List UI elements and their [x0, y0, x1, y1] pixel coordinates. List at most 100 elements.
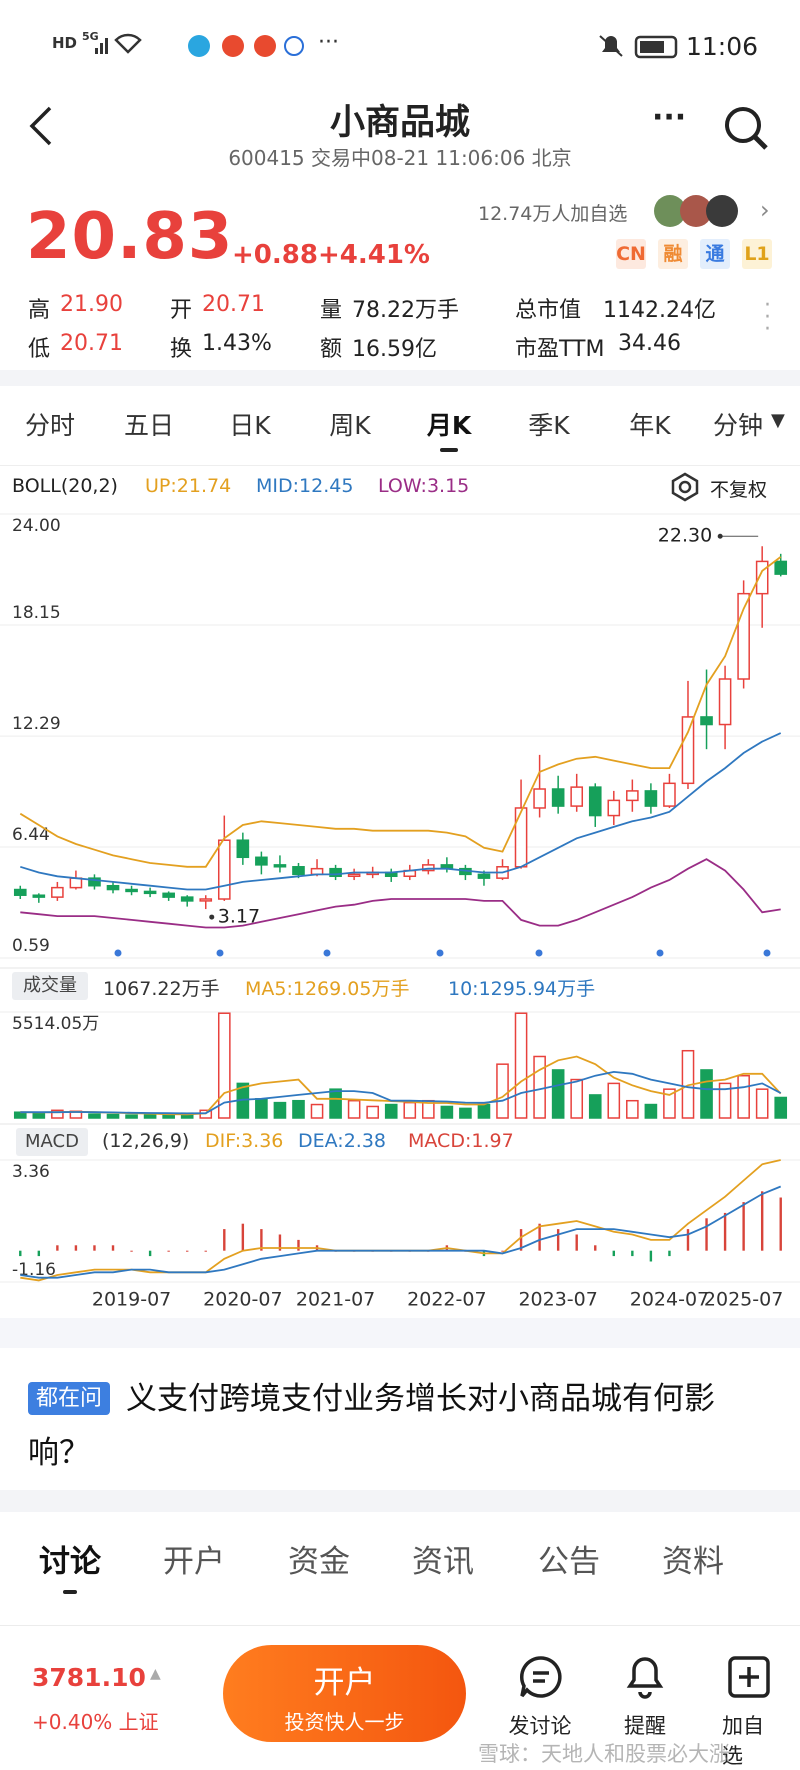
avatars[interactable]	[652, 193, 752, 229]
volume-bar	[533, 1055, 546, 1119]
event-dot	[436, 949, 444, 957]
boll-line	[20, 732, 782, 891]
followers-arrow[interactable]: ›	[760, 196, 770, 224]
period-tab[interactable]: 年K	[629, 411, 671, 440]
candle-body	[143, 890, 157, 895]
candle-body	[88, 877, 101, 887]
question-card[interactable]: 都在问 义支付跨境支付业务增长对小商品城有何影响？	[28, 1372, 773, 1480]
candle-body	[588, 786, 602, 817]
adjust-toggle[interactable]: 不复权	[710, 479, 768, 501]
action-label[interactable]: 提醒	[624, 1714, 666, 1738]
x-tick-label: 2023-07	[518, 1289, 597, 1311]
ma-line	[20, 1070, 782, 1115]
event-dot	[323, 949, 331, 957]
period-tab[interactable]: 五日	[123, 411, 175, 440]
period-tab[interactable]: 分钟	[712, 411, 764, 440]
status-icon: HD	[52, 34, 78, 52]
candle-body	[718, 678, 732, 726]
volume-bar	[718, 1082, 732, 1119]
annotation-label: 3.17	[218, 906, 260, 928]
dropdown-arrow[interactable]: ▼	[771, 410, 785, 431]
legend-entry: MID:12.45	[256, 475, 354, 497]
macd-bar	[779, 1197, 782, 1251]
y-tick-label: 5514.05万	[12, 1014, 99, 1034]
period-tab[interactable]: 分时	[24, 411, 76, 440]
volume-bar	[384, 1103, 398, 1119]
volume-bar	[700, 1069, 713, 1119]
volume-bar	[570, 1078, 584, 1119]
separator	[0, 1318, 800, 1348]
period-tab[interactable]: 周K	[329, 411, 371, 440]
boll-line	[19, 556, 782, 868]
macd-line	[20, 1185, 782, 1279]
status-more: ···	[318, 30, 339, 55]
candle-body	[69, 877, 83, 889]
candle-body	[199, 898, 213, 902]
index-change: +0.40% 上证	[32, 1710, 159, 1734]
candle-body	[255, 856, 268, 866]
macd-bar	[705, 1218, 708, 1251]
content-tab[interactable]: 资金	[288, 1544, 350, 1580]
period-tab[interactable]: 季K	[528, 411, 570, 440]
indicator-title: BOLL(20,2)	[12, 475, 118, 497]
x-tick-label: 2025-07	[704, 1289, 783, 1311]
volume-value: 1067.22万手	[103, 978, 220, 1000]
divider	[0, 1625, 800, 1626]
search-button[interactable]	[722, 104, 772, 154]
legend-entry: 10:1295.94万手	[448, 978, 596, 1000]
discuss-icon[interactable]	[518, 1654, 564, 1700]
event-dot	[535, 949, 543, 957]
candle-body	[533, 788, 546, 809]
content-tab[interactable]: 资讯	[412, 1544, 474, 1580]
action-label[interactable]: 发讨论	[508, 1714, 572, 1738]
back-button[interactable]	[26, 104, 56, 148]
volume-bar	[774, 1096, 788, 1119]
macd-bar	[148, 1250, 152, 1257]
content-tab-active[interactable]: 讨论	[39, 1544, 101, 1580]
volume-bar	[13, 1111, 27, 1119]
stat-value: 34.46	[618, 331, 681, 356]
macd-bar	[649, 1250, 653, 1262]
stat-value: 21.90	[60, 292, 123, 317]
more-button[interactable]: ···	[652, 100, 687, 135]
candle-body	[347, 873, 361, 878]
legend-entry: LOW:3.15	[378, 475, 470, 497]
candle-body	[477, 873, 491, 879]
candle-body	[663, 782, 676, 807]
index-value: 3781.10	[32, 1663, 146, 1692]
button-label: 开户	[313, 1665, 376, 1701]
macd-bar	[130, 1250, 133, 1252]
period-tab-active[interactable]: 月K	[426, 411, 472, 440]
stat-label: 额	[320, 337, 343, 362]
macd-bar	[186, 1250, 189, 1252]
boll-line	[20, 858, 781, 929]
volume-bar	[403, 1101, 417, 1119]
content-tab[interactable]: 公告	[538, 1544, 600, 1580]
add-watchlist-icon[interactable]	[726, 1654, 772, 1700]
period-tab[interactable]: 日K	[229, 411, 271, 440]
candle-body	[106, 884, 120, 891]
index-arrow: ▲	[150, 1666, 161, 1682]
content-tab[interactable]: 资料	[662, 1544, 724, 1580]
adjust-icon[interactable]	[670, 472, 700, 502]
volume-bar	[551, 1069, 565, 1119]
separator	[0, 370, 800, 386]
legend-entry: DIF:3.36	[205, 1130, 284, 1152]
alert-icon[interactable]	[622, 1652, 668, 1700]
legend-entry: MACD:1.97	[408, 1130, 514, 1152]
candle-body	[217, 839, 231, 900]
macd-bar	[297, 1239, 300, 1251]
expand-dots[interactable]: · · ·	[764, 293, 771, 342]
volume-bar	[143, 1114, 157, 1119]
action-label[interactable]: 加自选	[722, 1714, 764, 1768]
macd-bar	[668, 1250, 671, 1257]
candle-body	[700, 716, 713, 726]
candle-body	[329, 867, 342, 878]
price-change-pct: +4.41%	[318, 240, 430, 270]
content-tab[interactable]: 开户	[163, 1544, 225, 1580]
open-account-button[interactable]: 开户 投资快人一步	[223, 1645, 466, 1742]
macd-bar	[278, 1234, 282, 1251]
volume-bar	[347, 1099, 361, 1119]
candle-body	[180, 896, 194, 902]
macd-bar	[19, 1250, 22, 1257]
